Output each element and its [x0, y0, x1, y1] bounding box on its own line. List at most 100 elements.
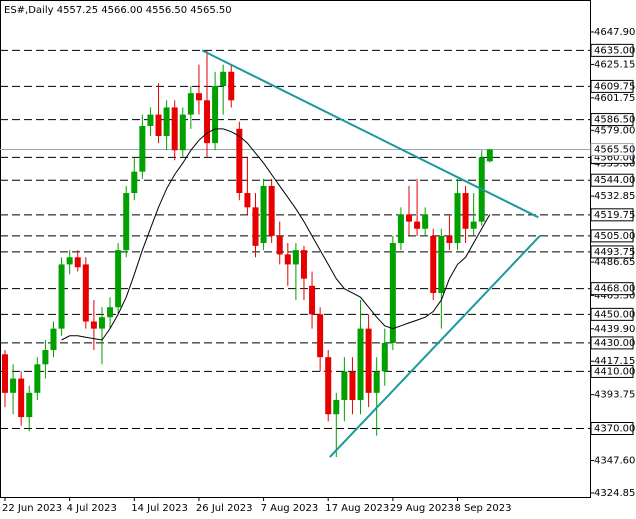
level-label: 4519.75 [594, 210, 635, 221]
level-label: 4609.75 [594, 81, 635, 92]
candle-body [276, 235, 283, 255]
y-tick-label: 4579.00 [594, 125, 635, 136]
candle-body [123, 193, 130, 251]
level-label: 4468.00 [594, 284, 635, 295]
y-tick-label: 4601.75 [594, 93, 635, 104]
candle-body [82, 264, 89, 322]
candle-body [462, 193, 469, 229]
level-label: 4544.00 [594, 175, 635, 186]
candle-body [389, 243, 396, 343]
x-tick-label: 26 Jul 2023 [196, 503, 253, 514]
y-tick-label: 4439.90 [594, 324, 635, 335]
x-tick-label: 7 Aug 2023 [261, 503, 319, 514]
candle-body [349, 371, 356, 400]
candle-body [446, 235, 453, 244]
y-tick-label: 4647.90 [594, 27, 635, 38]
level-label-box [590, 282, 634, 296]
x-tick-label: 8 Sep 2023 [454, 503, 511, 514]
level-label-box [590, 208, 634, 222]
y-tick-label: 4625.15 [594, 59, 635, 70]
candle-body [333, 399, 340, 415]
candle-body [470, 221, 477, 229]
candle-body [236, 128, 243, 194]
candle-body [74, 257, 81, 268]
candle-body [26, 392, 33, 418]
trendline [329, 235, 541, 458]
y-tick-label: 4555.60 [594, 159, 635, 170]
last-price-label: 4565.50 [594, 145, 635, 156]
x-tick-label: 29 Aug 2023 [390, 503, 454, 514]
candle-body [98, 317, 105, 329]
x-tick-label: 14 Jul 2023 [131, 503, 188, 514]
x-tick-label: 17 Aug 2023 [325, 503, 389, 514]
level-label-box [590, 364, 634, 378]
candle-body [179, 114, 186, 151]
candle-body [309, 285, 316, 315]
level-label-box [590, 245, 634, 259]
candle-body [486, 149, 493, 162]
last-price-box [590, 143, 634, 157]
chart-title: ES#,Daily 4557.25 4566.00 4556.50 4565.5… [4, 5, 232, 16]
level-label-box [590, 422, 634, 436]
candle-body [422, 214, 429, 229]
candle-body [10, 378, 17, 393]
candle-body [139, 125, 146, 172]
candle-body [430, 235, 437, 293]
level-label: 4370.00 [594, 424, 635, 435]
candle-body [228, 71, 235, 101]
candle-body [292, 250, 299, 265]
level-label-box [590, 307, 634, 321]
candle-body [147, 114, 154, 126]
y-tick-label: 4486.65 [594, 257, 635, 268]
level-label-box [590, 79, 634, 93]
candle-body [454, 193, 461, 244]
candle-body [268, 185, 275, 236]
y-tick-label: 4463.30 [594, 290, 635, 301]
candle-body [244, 193, 251, 208]
candle-body [34, 364, 41, 393]
level-label: 4586.50 [594, 115, 635, 126]
candle-body [397, 214, 404, 244]
candle-body [438, 235, 445, 293]
candle-body [18, 378, 25, 418]
candle-body [107, 307, 114, 318]
x-tick-label: 4 Jul 2023 [67, 503, 117, 514]
level-label-box [590, 173, 634, 187]
candle-body [406, 214, 413, 222]
candle-body [204, 100, 211, 144]
y-tick-label: 4347.60 [594, 455, 635, 466]
moving-average [61, 128, 491, 341]
x-tick-label: 22 Jun 2023 [2, 503, 62, 514]
candle-body [42, 350, 49, 365]
trendline [201, 49, 539, 219]
level-label: 4505.00 [594, 231, 635, 242]
candle-body [284, 254, 291, 265]
candle-body [212, 86, 219, 144]
y-tick-label: 4532.85 [594, 191, 635, 202]
level-label: 4430.00 [594, 338, 635, 349]
candle-body [341, 371, 348, 400]
candle-body [187, 93, 194, 115]
candle-body [357, 328, 364, 400]
candle-body [260, 185, 267, 244]
candle-body [2, 354, 9, 393]
candle-body [414, 221, 421, 229]
candle-body [50, 328, 57, 351]
candle-body [90, 321, 97, 329]
candle-body [66, 257, 73, 265]
candle-body [58, 264, 65, 329]
candle-body [300, 250, 307, 279]
candle-body [115, 250, 122, 308]
candle-body [373, 371, 380, 393]
y-tick-label: 4417.15 [594, 356, 635, 367]
candle-body [317, 314, 324, 358]
candle-body [155, 114, 162, 136]
level-label: 4560.00 [594, 152, 635, 163]
candle-body [163, 107, 170, 136]
candle-body [131, 171, 138, 194]
candle-body [195, 93, 202, 101]
level-label: 4493.75 [594, 247, 635, 258]
level-label: 4410.00 [594, 366, 635, 377]
level-label-box [590, 113, 634, 127]
